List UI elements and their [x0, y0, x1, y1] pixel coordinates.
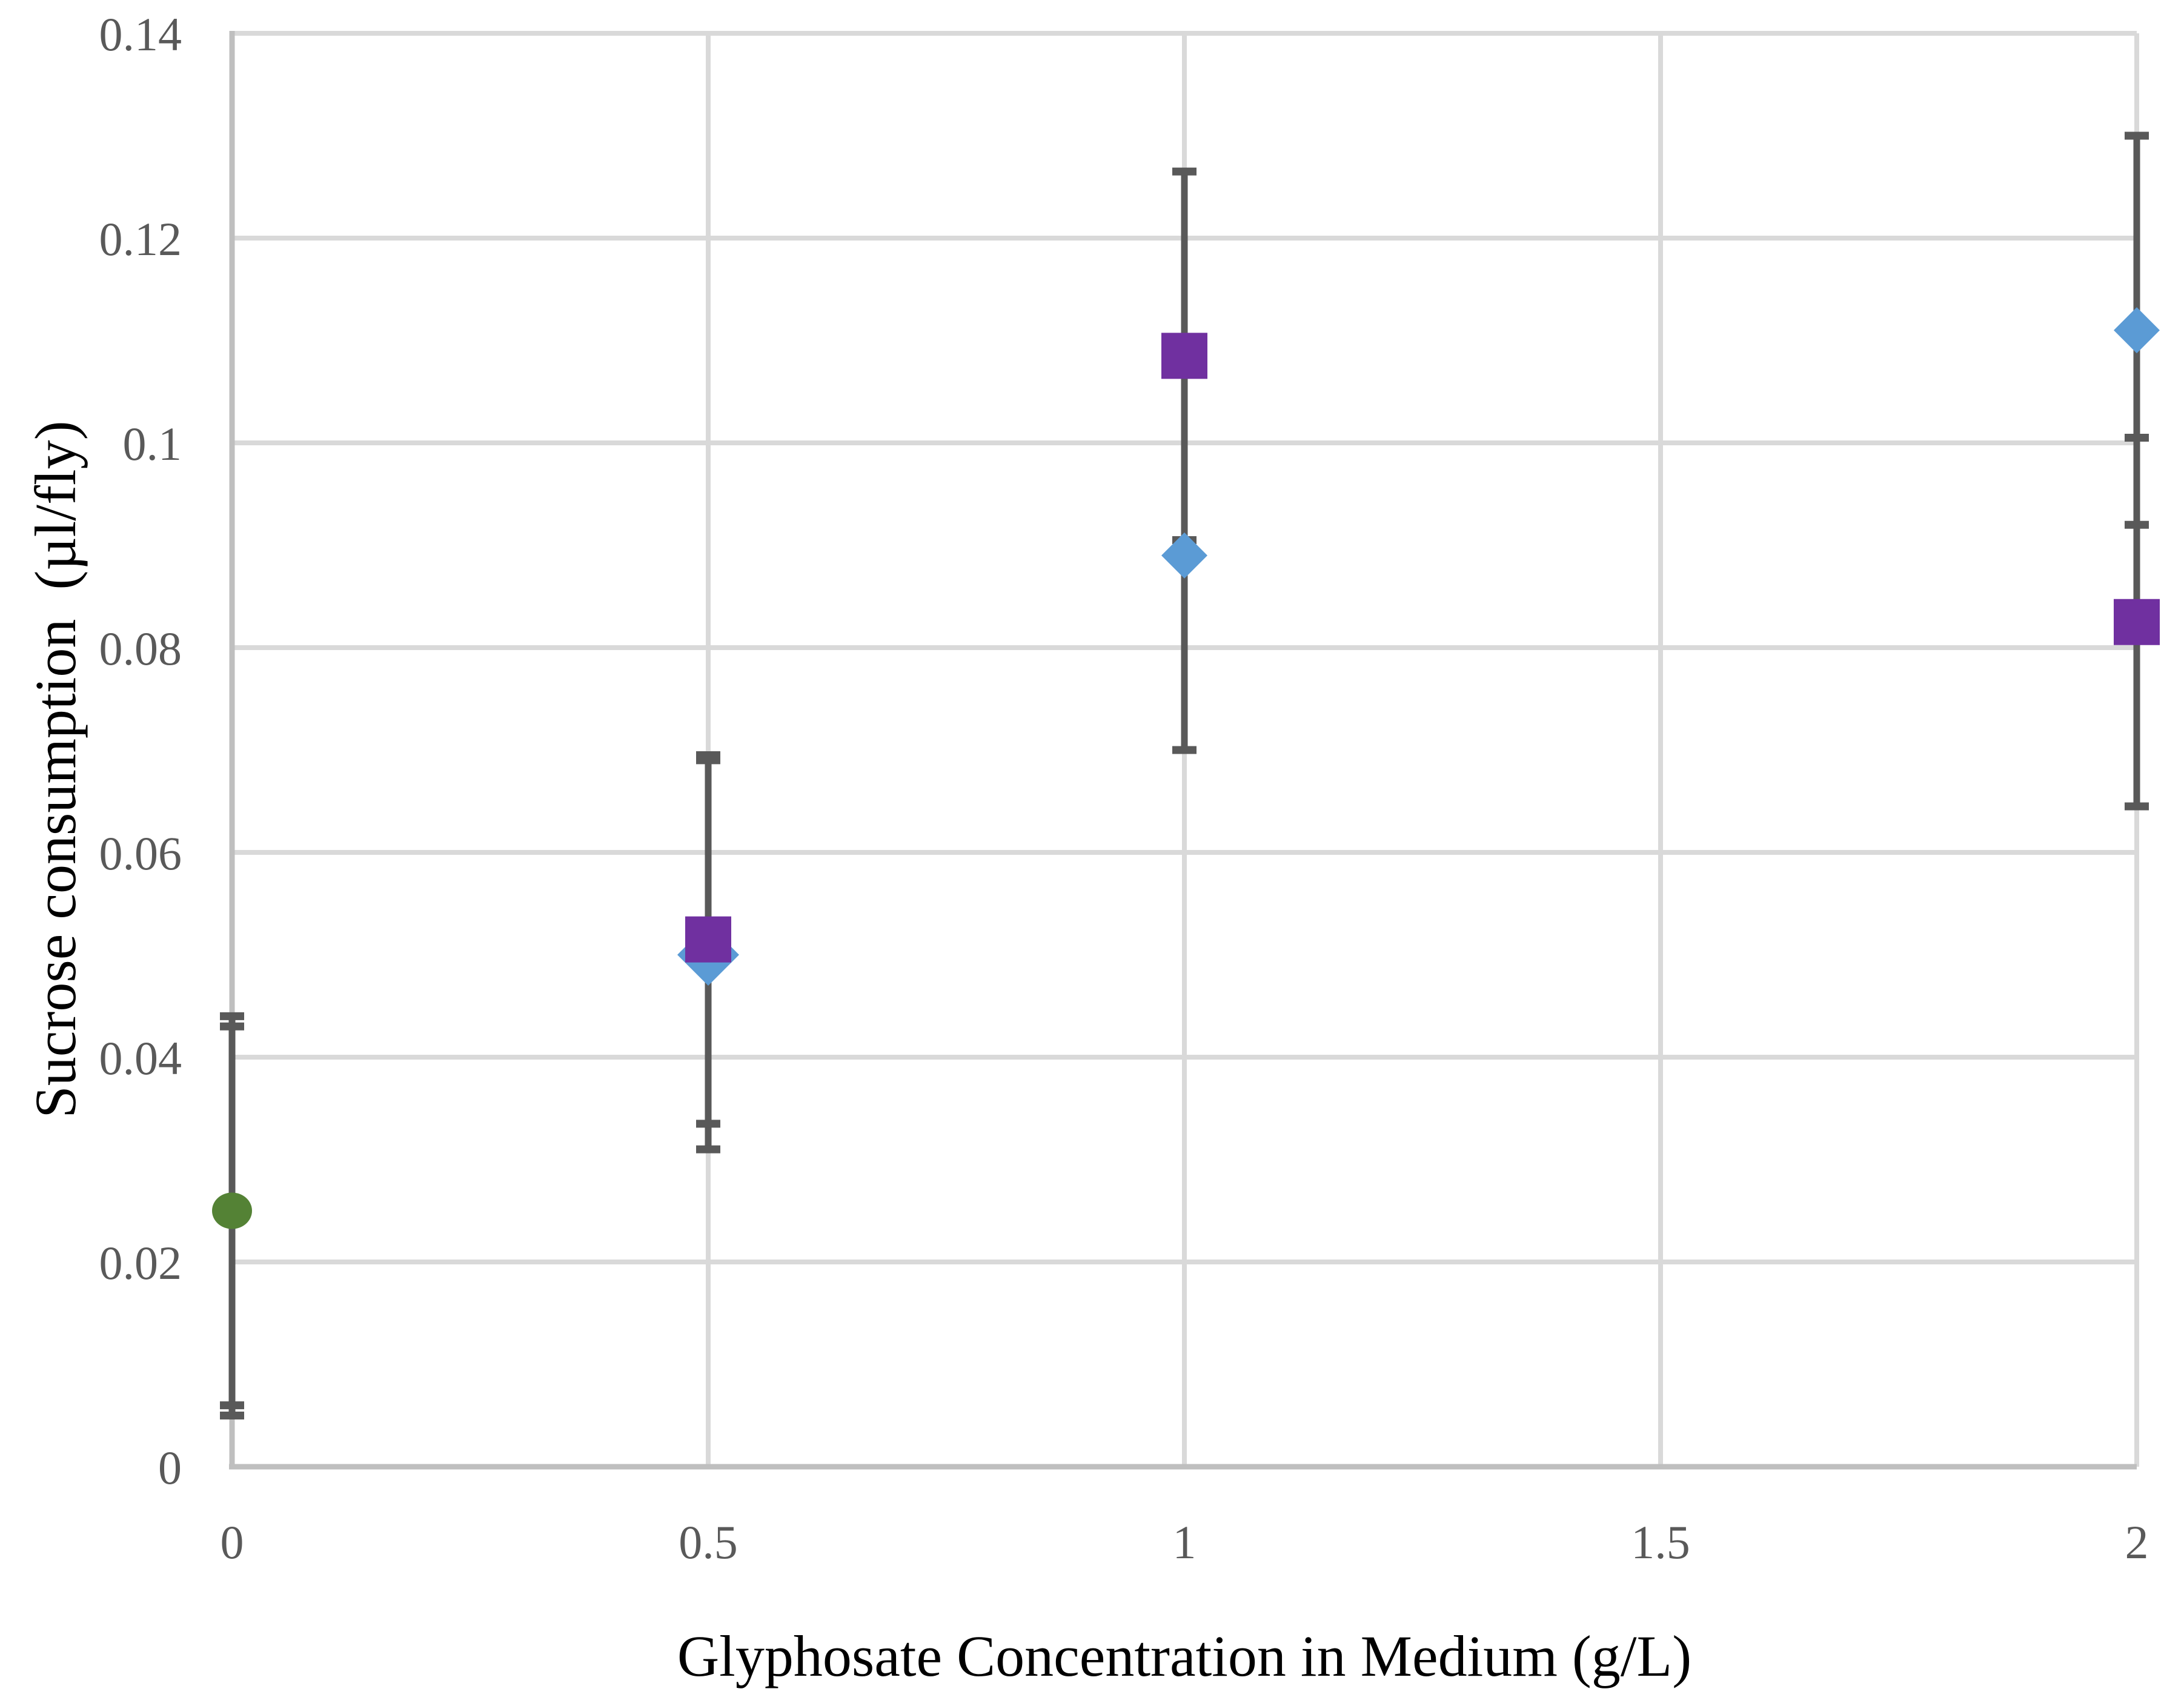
y-tick-label-0.06: 0.06	[99, 827, 182, 880]
marker-purple-square-x2	[2114, 599, 2160, 645]
x-tick-label-1: 1	[1173, 1516, 1197, 1569]
x-tick-label-0.5: 0.5	[679, 1516, 738, 1569]
y-tick-label-0.02: 0.02	[99, 1237, 182, 1289]
y-tick-label-0.1: 0.1	[123, 417, 182, 470]
y-axis-title: Sucrose consumption (µl/fly)	[23, 420, 88, 1118]
y-tick-label-0.14: 0.14	[99, 8, 182, 61]
marker-blue-diamond-x1	[1161, 532, 1207, 579]
y-tick-label-0.04: 0.04	[99, 1032, 182, 1084]
x-tick-label-2: 2	[2125, 1516, 2149, 1569]
x-axis-title: Glyphosate Concentration in Medium (g/L)	[677, 1624, 1692, 1688]
y-tick-label-0.12: 0.12	[99, 213, 182, 265]
marker-blue-diamond-x2	[2114, 307, 2160, 354]
x-tick-label-0: 0	[221, 1516, 244, 1569]
marker-purple-square-x1	[1161, 333, 1207, 379]
marker-green-circle-x0	[212, 1192, 252, 1229]
y-tick-label-0.08: 0.08	[99, 622, 182, 675]
x-tick-label-1.5: 1.5	[1631, 1516, 1690, 1569]
y-tick-label-0: 0	[158, 1441, 182, 1494]
marker-purple-square-x0.5	[685, 916, 731, 963]
